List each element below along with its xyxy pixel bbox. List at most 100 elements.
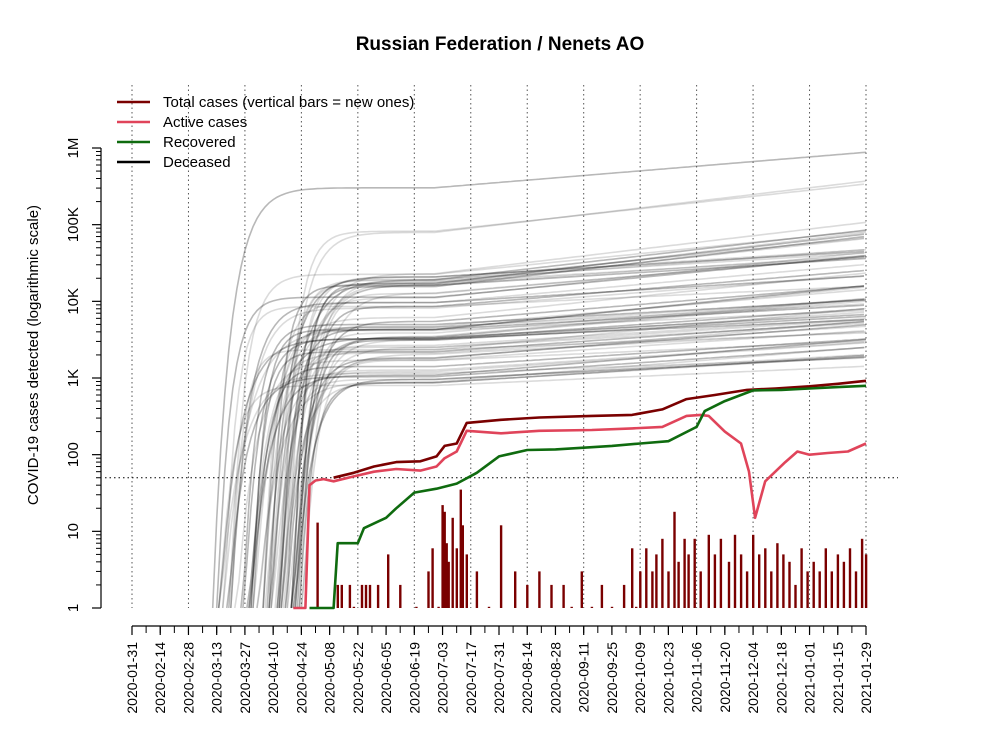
new-cases-bar [788,561,791,608]
new-cases-bar [860,538,864,608]
new-cases-bar [445,543,448,608]
new-cases-bar [830,571,833,608]
background-curve [262,263,865,609]
background-curve [262,303,865,609]
new-cases-bar [673,511,676,608]
new-cases-bar [538,571,541,608]
background-curve [252,338,867,609]
new-cases-bar [651,571,654,608]
background-curve [248,325,867,609]
new-cases-bar [752,534,755,608]
x-tick-label: 2020-10-09 [632,642,648,714]
new-cases-bar [459,489,462,608]
new-cases-bar [764,548,767,608]
background-curve [298,354,865,609]
new-cases-bar [451,517,454,608]
y-axis: 1 10 100 1K 10K 100K 1M [65,138,102,612]
new-cases-bar [639,571,642,608]
x-tick-label: 2020-07-31 [491,642,507,714]
background-curve [228,307,867,609]
x-tick-label: 2020-04-24 [293,642,309,714]
new-cases-bar [336,584,339,608]
new-cases-bar [550,584,553,608]
new-cases-bar [441,505,444,608]
x-tick-label: 2020-09-11 [576,642,592,713]
x-tick-label: 2021-01-01 [802,642,818,714]
new-cases-bar [667,571,670,608]
new-cases-bar [719,538,723,608]
new-cases-bar [600,584,604,608]
new-cases-bar [475,571,479,608]
background-curve [278,183,865,609]
new-cases-bar [514,571,517,608]
new-cases-bar [622,584,626,608]
x-tick-label: 2020-06-19 [406,642,422,714]
x-tick-label: 2020-12-18 [773,642,789,714]
new-cases-bar [661,538,664,608]
background-curve [266,250,865,609]
new-cases-bar [499,525,503,608]
background-curve [230,275,865,609]
x-tick-label: 2020-12-04 [745,642,761,714]
background-curve [268,288,867,609]
background-curve [228,230,867,609]
background-curve [298,255,865,609]
legend-label: Recovered [163,134,236,151]
new-cases-bar [713,554,717,608]
background-curve [270,252,865,609]
background-curve [262,309,865,609]
background-curve [268,229,867,609]
chart-title: Russian Federation / Nenets AO [356,34,645,55]
x-tick-label: 2020-01-31 [124,642,140,714]
new-cases-bar [316,522,319,608]
new-cases-bar [776,543,779,608]
x-tick-label: 2020-03-27 [237,642,253,714]
new-cases-bar [487,606,491,608]
background-curve [276,256,867,609]
background-curve [290,235,865,609]
x-tick-label: 2020-07-17 [463,642,479,714]
y-tick-label: 100 [65,442,82,467]
new-cases-bar [818,571,821,608]
new-cases-bar [562,584,565,608]
new-cases-bar [812,561,815,608]
series-line-recovered [309,384,867,610]
x-tick-label: 2020-02-14 [152,642,168,714]
new-cases-bar [447,561,450,608]
x-axis: 2020-01-31 2020-02-14 2020-02-28 2020-03-13… [124,625,874,714]
background-curve [280,248,867,609]
background-curve [221,285,865,609]
new-cases-bar [443,511,446,608]
background-curve [278,319,865,609]
new-cases-bar [707,534,710,608]
x-tick-label: 2020-03-13 [209,642,225,714]
background-curve [234,330,865,609]
new-cases-bar [758,554,761,608]
new-cases-bar [368,584,372,608]
series-lines [293,379,867,610]
new-cases-bar [376,584,380,608]
new-cases-bar [570,606,573,608]
x-tick-label: 2021-01-15 [830,642,846,714]
background-curve [280,330,867,609]
x-tick-label: 2020-08-28 [547,642,563,714]
x-tick-label: 2020-11-06 [689,642,705,713]
background-curve [242,308,865,609]
background-curve [290,285,865,609]
new-cases-bar [739,554,743,608]
new-cases-bar [580,571,583,608]
new-cases-bar [693,538,696,608]
background-curve [240,299,867,609]
vertical-grid [131,85,867,608]
background-curve [278,355,865,609]
new-cases-bar [800,548,803,608]
background-curve [270,298,865,609]
new-cases-bar [842,561,846,608]
new-cases-bar [770,571,773,608]
background-curve [262,298,865,609]
background-curve [280,300,867,609]
y-axis-label: COVID-19 cases detected (logarithmic sca… [25,205,42,505]
background-curve [280,251,867,609]
background-curve [256,341,867,609]
